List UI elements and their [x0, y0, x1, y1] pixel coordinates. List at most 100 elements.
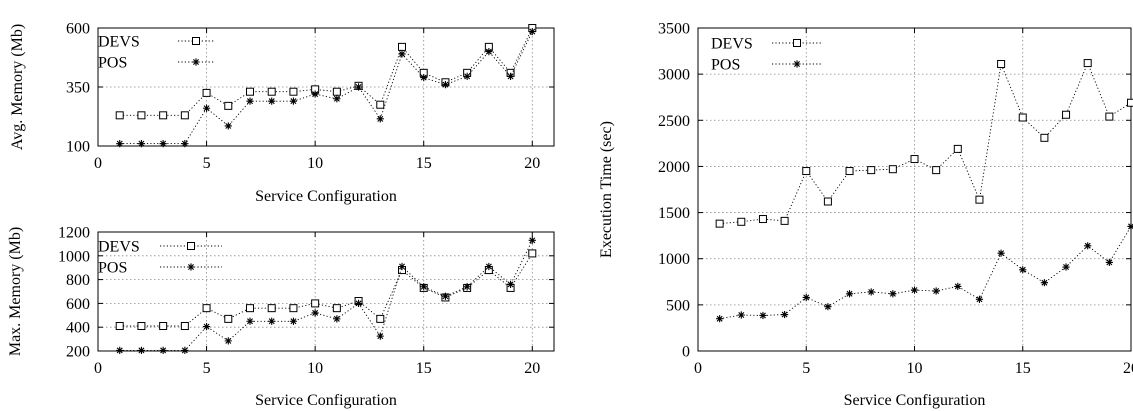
x-tick-label: 20: [1123, 360, 1133, 377]
pos-point: [932, 287, 940, 295]
pos-point: [202, 104, 211, 112]
pos-point: [1127, 222, 1133, 231]
pos-point: [116, 140, 124, 148]
pos-point: [159, 140, 167, 148]
pos-point: [997, 249, 1005, 257]
pos-point: [737, 311, 745, 319]
pos-point: [354, 83, 363, 91]
pos-point: [224, 122, 232, 130]
devs-point: [1062, 110, 1071, 119]
pos-point: [506, 72, 515, 80]
pos-point: [246, 97, 254, 105]
devs-point: [202, 304, 211, 313]
x-tick-label: 20: [524, 155, 540, 172]
pos-point: [376, 115, 384, 123]
y-tick-label: 350: [66, 80, 90, 97]
pos-point: [1062, 263, 1070, 271]
x-tick-label: 15: [416, 360, 432, 377]
devs-point: [1040, 133, 1049, 142]
pos-point: [1019, 266, 1027, 274]
y-tick-label: 2500: [658, 113, 690, 130]
y-tick-label: 400: [66, 320, 90, 337]
devs-point: [1018, 113, 1027, 122]
devs-point: [845, 167, 854, 176]
y-tick-label: 600: [66, 296, 90, 313]
pos-point: [845, 290, 854, 298]
y-axis-label: Avg. Memory (Mb): [9, 24, 26, 150]
pos-point: [759, 311, 767, 320]
pos-point: [802, 293, 810, 302]
y-tick-label: 100: [66, 139, 90, 156]
y-tick-label: 2000: [658, 159, 690, 176]
pos-point: [246, 317, 254, 325]
pos-point: [289, 97, 298, 105]
legend-label-pos: POS: [98, 55, 127, 72]
devs-point: [137, 322, 146, 331]
devs-point: [758, 215, 767, 224]
pos-point: [116, 346, 124, 355]
devs-point: [737, 217, 746, 226]
pos-point: [268, 97, 276, 105]
pos-point: [1105, 258, 1113, 267]
x-tick-label: 10: [907, 360, 923, 377]
y-tick-label: 500: [666, 297, 690, 314]
pos-point: [354, 299, 363, 307]
plot-frame: [697, 27, 1132, 352]
devs-point: [159, 111, 168, 120]
x-tick-label: 0: [94, 360, 102, 377]
y-tick-label: 3500: [658, 21, 690, 38]
pos-series-line: [119, 31, 533, 145]
pos-point: [441, 81, 450, 89]
x-tick-label: 5: [203, 155, 211, 172]
pos-point: [181, 140, 189, 148]
devs-point: [289, 304, 298, 313]
pos-point: [954, 282, 962, 290]
devs-point: [202, 88, 211, 97]
devs-point: [224, 101, 233, 110]
pos-point: [463, 283, 471, 291]
pos-point: [289, 317, 298, 325]
devs-point: [1127, 98, 1133, 107]
x-tick-label: 10: [307, 360, 323, 377]
y-tick-label: 1000: [658, 251, 690, 268]
devs-point: [376, 314, 385, 323]
pos-point: [889, 290, 897, 298]
pos-point: [441, 292, 450, 300]
y-tick-label: 1200: [58, 225, 90, 242]
x-tick-label: 5: [203, 360, 211, 377]
avg-memory-chart: 0 5 10 15 20 100 350 600 DEVS POS Service Configur…: [9, 21, 555, 205]
pos-point: [463, 72, 471, 80]
legend-marker-pos: [192, 58, 200, 66]
pos-point: [867, 288, 875, 296]
pos-point: [975, 295, 984, 303]
pos-point: [137, 346, 146, 355]
legend-marker-pos: [187, 263, 195, 271]
devs-point: [137, 111, 146, 120]
pos-series-line: [119, 240, 533, 351]
pos-point: [824, 303, 832, 311]
pos-point: [311, 309, 319, 317]
y-axis-label: Max. Memory (Mb): [7, 227, 24, 356]
devs-point: [910, 155, 919, 164]
x-axis-label: Service Configuration: [255, 188, 397, 205]
y-tick-label: 1500: [658, 205, 690, 222]
y-tick-label: 1000: [58, 248, 90, 265]
pos-point: [716, 315, 724, 323]
legend-label-devs: DEVS: [98, 34, 140, 51]
pos-point: [311, 90, 319, 98]
pos-point: [420, 73, 428, 82]
legend-label-devs: DEVS: [98, 239, 140, 256]
x-tick-label: 15: [1015, 360, 1031, 377]
pos-point: [376, 332, 384, 340]
devs-point: [715, 219, 724, 228]
x-tick-label: 15: [416, 155, 432, 172]
x-tick-label: 5: [802, 360, 810, 377]
y-tick-label: 3000: [658, 67, 690, 84]
devs-point: [802, 167, 811, 176]
pos-point: [506, 280, 515, 288]
devs-series-line: [719, 61, 1132, 225]
devs-point: [115, 322, 124, 331]
devs-point: [1083, 59, 1092, 68]
devs-point: [975, 195, 984, 204]
